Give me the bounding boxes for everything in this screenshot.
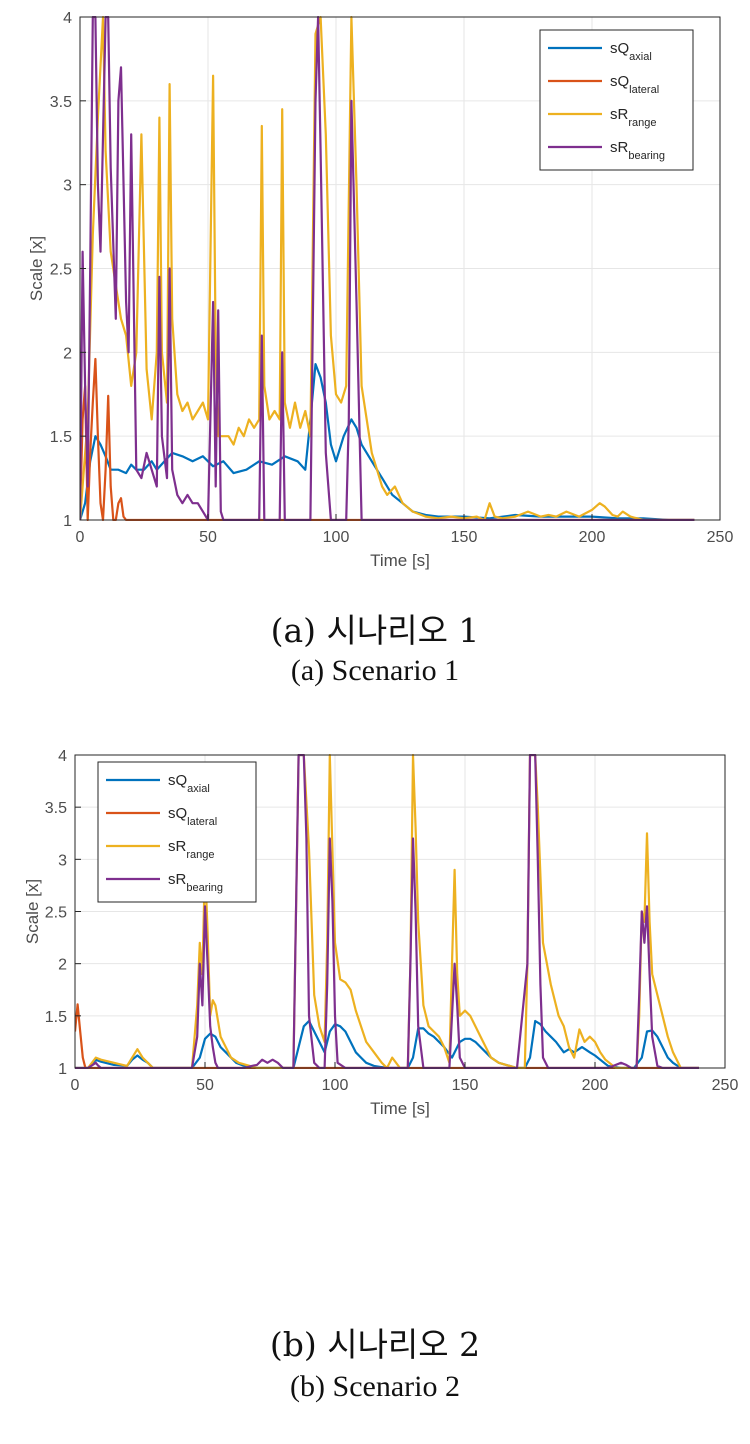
legend-box	[539, 29, 694, 171]
legend-entry-sq-axial: sQaxial	[610, 40, 652, 63]
x-tick-label: 50	[196, 1077, 214, 1094]
legend-entry-name: sR	[168, 871, 187, 888]
legend-entry-name: sR	[610, 139, 629, 156]
legend-entry-subscript: axial	[629, 51, 652, 63]
y-tick-label: 3	[63, 178, 72, 195]
legend-entry-name: sQ	[610, 40, 629, 57]
legend-entry-name: sR	[610, 106, 629, 123]
legend-entry-name: sQ	[168, 805, 187, 822]
y-tick-label: 2	[58, 957, 67, 974]
legend-entry-subscript: bearing	[628, 150, 665, 162]
x-tick-label: 150	[451, 529, 478, 546]
y-tick-label: 1	[63, 513, 72, 530]
y-tick-label: 3.5	[45, 800, 67, 817]
x-axis-label: Time [s]	[370, 551, 430, 570]
y-tick-label: 2	[63, 345, 72, 362]
legend-entry-subscript: range	[628, 117, 656, 129]
y-axis-label: Scale [x]	[27, 236, 46, 301]
chart-1: 0 50 100 150 200 250 1 1.5 2 2.5 3 3.5 4 Time [s] Scal…	[27, 10, 733, 570]
x-tick-label: 100	[323, 529, 350, 546]
legend-entry-name: sR	[168, 838, 187, 855]
legend-entry-sq-lateral: sQlateral	[610, 73, 659, 96]
y-tick-label: 2.5	[45, 905, 67, 922]
legend-entry-sr-bearing: sRbearing	[610, 139, 665, 162]
y-tick-label: 4	[58, 748, 67, 765]
y-tick-label: 3	[58, 852, 67, 869]
x-tick-label: 100	[322, 1077, 349, 1094]
x-tick-label: 150	[452, 1077, 479, 1094]
legend-entry-subscript: axial	[187, 783, 210, 795]
caption-b-korean: (b) 시나리오 2	[269, 1325, 481, 1364]
caption-a-korean: (a) 시나리오 1	[270, 611, 480, 650]
chart-2: 0 50 100 150 200 250 1 1.5 2 2.5 3 3.5 4 Time [s] Scal…	[23, 748, 738, 1118]
y-tick-label: 1.5	[50, 429, 72, 446]
legend-entry-sr-bearing: sRbearing	[168, 871, 223, 894]
x-axis-label: Time [s]	[370, 1099, 430, 1118]
x-tick-label: 250	[712, 1077, 739, 1094]
legend-entry-sq-axial: sQaxial	[168, 772, 210, 795]
x-tick-label: 50	[199, 529, 217, 546]
y-axis-label: Scale [x]	[23, 879, 42, 944]
legend-entry-name: sQ	[168, 772, 187, 789]
y-tick-label: 1	[58, 1061, 67, 1078]
legend-entry-subscript: bearing	[186, 882, 223, 894]
legend-entry-sq-lateral: sQlateral	[168, 805, 217, 828]
y-tick-label: 4	[63, 10, 72, 27]
x-tick-label: 200	[582, 1077, 609, 1094]
legend-entry-name: sQ	[610, 73, 629, 90]
legend-entry-sr-range: sRrange	[610, 106, 656, 129]
x-tick-label: 200	[579, 529, 606, 546]
y-tick-label: 2.5	[50, 262, 72, 279]
legend-entry-sr-range: sRrange	[168, 838, 214, 861]
y-tick-label: 3.5	[50, 94, 72, 111]
caption-b-english: (b) Scenario 2	[290, 1370, 460, 1403]
caption-a-english: (a) Scenario 1	[290, 654, 460, 687]
y-tick-label: 1.5	[45, 1009, 67, 1026]
legend-entry-subscript: lateral	[629, 84, 659, 96]
legend-entry-subscript: lateral	[187, 816, 217, 828]
series-line-sr-range	[80, 16, 695, 521]
legend-entry-subscript: range	[186, 849, 214, 861]
x-tick-label: 0	[76, 529, 85, 546]
x-tick-label: 250	[707, 529, 734, 546]
x-tick-label: 0	[71, 1077, 80, 1094]
